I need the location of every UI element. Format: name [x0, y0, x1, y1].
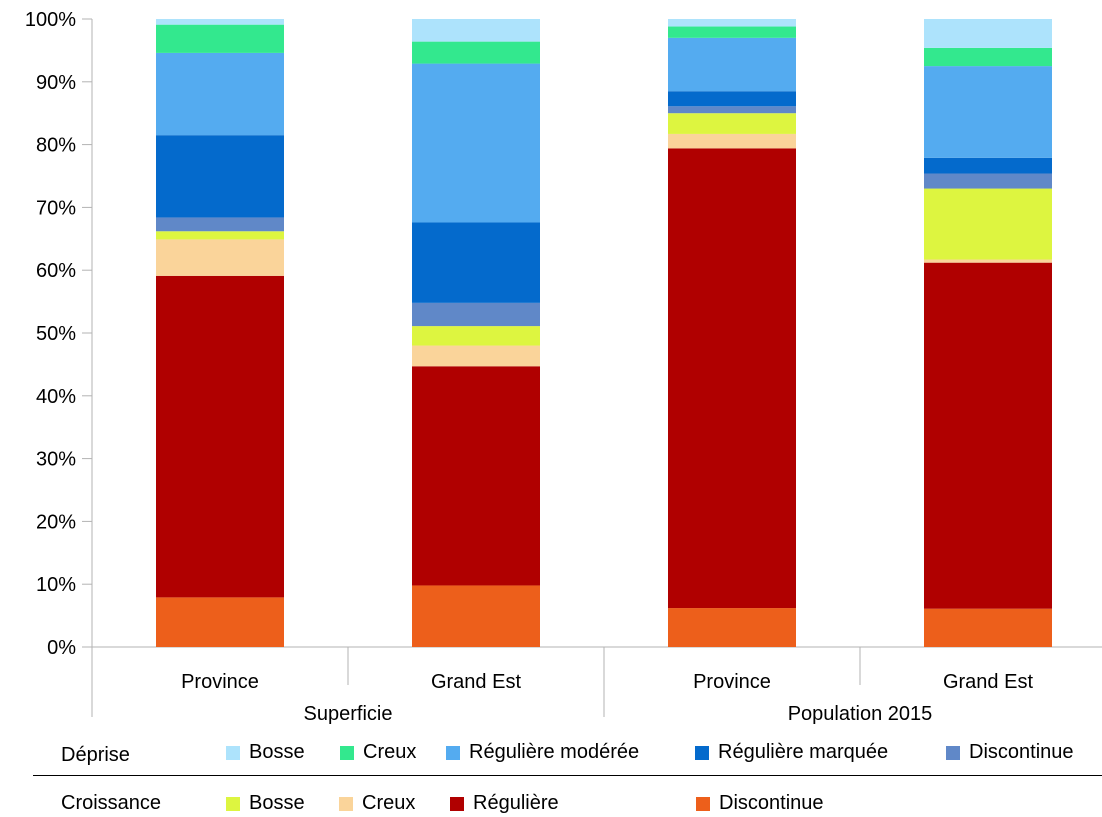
legend-swatch: [340, 745, 354, 760]
bar-segment-déprise-creux: [156, 24, 284, 53]
legend-label: Creux: [363, 741, 417, 763]
legend-swatch: [339, 796, 353, 811]
y-tick-label: 50%: [36, 323, 76, 345]
bar-segment-croissance-bosse: [924, 188, 1052, 260]
bar-segment-déprise-creux: [924, 47, 1052, 67]
legend-label: Bosse: [249, 792, 305, 814]
bar-segment-déprise-discontinue: [668, 106, 796, 114]
legend-item-croissance-creux: Creux: [339, 792, 415, 815]
legend-swatch: [446, 745, 460, 760]
legend-label: Régulière marquée: [718, 741, 889, 763]
bar-segment-croissance-régulière: [924, 262, 1052, 609]
legend-item-deprise-reguliere-moderee: Régulière modérée: [446, 741, 639, 764]
legend-swatch: [946, 745, 960, 760]
x-group-label: Population 2015: [788, 703, 933, 725]
bar-segment-déprise-discontinue: [412, 302, 540, 327]
x-category-label: Province: [693, 671, 771, 693]
bar-segment-déprise-régulière-marquée: [412, 222, 540, 303]
x-group-label: Superficie: [304, 703, 393, 725]
y-tick-label: 90%: [36, 72, 76, 94]
legend-swatch: [450, 796, 464, 811]
bar-segment-croissance-discontinue: [156, 597, 284, 647]
legend-item-croissance-bosse: Bosse: [226, 792, 305, 815]
bar-segment-déprise-régulière-modérée: [668, 37, 796, 92]
y-tick-label: 10%: [36, 574, 76, 596]
x-category-label: Province: [181, 671, 259, 693]
bar-segment-croissance-régulière: [668, 148, 796, 609]
bar-segment-croissance-discontinue: [668, 608, 796, 647]
legend-item-deprise-bosse: Bosse: [226, 741, 305, 764]
bar-segment-croissance-discontinue: [412, 585, 540, 647]
bar-segment-croissance-creux: [668, 133, 796, 149]
bar-segment-déprise-creux: [412, 41, 540, 64]
bar-segment-croissance-creux: [412, 345, 540, 367]
bars: [156, 19, 1052, 647]
bar-segment-croissance-discontinue: [924, 608, 1052, 647]
legend-item-deprise-creux: Creux: [340, 741, 416, 764]
legend-swatch: [226, 796, 240, 811]
bar-segment-croissance-bosse: [668, 113, 796, 134]
x-category-label: Grand Est: [431, 671, 521, 693]
bar-segment-déprise-régulière-marquée: [156, 135, 284, 218]
bar-segment-déprise-régulière-modérée: [412, 63, 540, 223]
y-tick-label: 0%: [47, 637, 76, 659]
y-tick-label: 100%: [25, 9, 76, 31]
bar-segment-croissance-creux: [924, 259, 1052, 263]
bar-segment-déprise-bosse: [668, 19, 796, 27]
legend-item-deprise-reguliere-marquee: Régulière marquée: [695, 741, 888, 764]
legend-label: Régulière: [473, 792, 559, 814]
axis-labels: 0% 10% 20% 30% 40% 50% 60% 70% 80% 90% 100% Provinc…: [25, 9, 1034, 725]
legend-item-deprise-discontinue: Discontinue: [946, 741, 1074, 764]
legend-item-croissance-discontinue: Discontinue: [696, 792, 824, 815]
legend-group-label-deprise: Déprise: [61, 744, 130, 766]
bar-segment-déprise-creux: [668, 26, 796, 38]
bar-segment-déprise-régulière-marquée: [668, 91, 796, 107]
legend-label: Discontinue: [719, 792, 824, 814]
legend-label: Régulière modérée: [469, 741, 640, 763]
bar-segment-croissance-régulière: [156, 275, 284, 598]
y-tick-label: 40%: [36, 386, 76, 408]
legend-divider: [33, 775, 1102, 776]
legend-item-croissance-reguliere: Régulière: [450, 792, 559, 815]
legend-group-label-croissance: Croissance: [61, 792, 162, 814]
y-tick-label: 70%: [36, 197, 76, 219]
bar-segment-déprise-bosse: [156, 19, 284, 25]
legend-swatch: [696, 796, 710, 811]
y-tick-label: 20%: [36, 511, 76, 533]
bar-segment-déprise-discontinue: [156, 217, 284, 232]
legend-swatch: [226, 745, 240, 760]
bar-segment-déprise-bosse: [412, 19, 540, 42]
legend-swatch: [695, 745, 709, 760]
bar-segment-déprise-bosse: [924, 19, 1052, 48]
y-tick-label: 80%: [36, 135, 76, 157]
bar-segment-croissance-creux: [156, 239, 284, 276]
y-tick-label: 30%: [36, 449, 76, 471]
bar-segment-déprise-régulière-modérée: [156, 52, 284, 136]
y-tick-label: 60%: [36, 260, 76, 282]
bar-segment-déprise-régulière-modérée: [924, 66, 1052, 158]
legend-label: Bosse: [249, 741, 305, 763]
bar-segment-déprise-discontinue: [924, 173, 1052, 189]
x-category-label: Grand Est: [943, 671, 1033, 693]
bar-segment-déprise-régulière-marquée: [924, 157, 1052, 174]
legend-label: Discontinue: [969, 741, 1074, 763]
legend-label: Creux: [362, 792, 416, 814]
bar-segment-croissance-bosse: [156, 231, 284, 240]
bar-segment-croissance-régulière: [412, 366, 540, 586]
bar-segment-croissance-bosse: [412, 326, 540, 346]
